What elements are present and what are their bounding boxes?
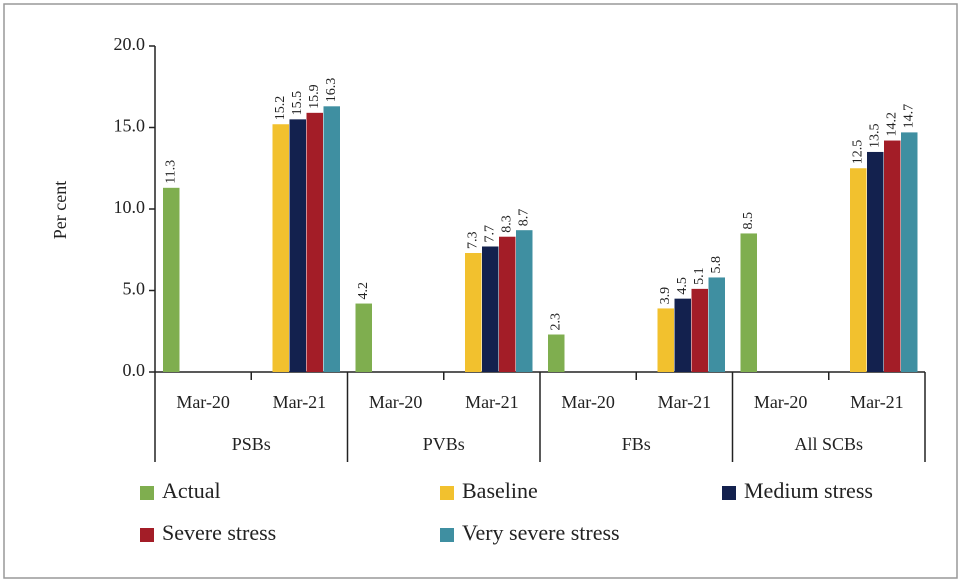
y-tick-label: 20.0 — [114, 34, 146, 54]
value-label: 15.9 — [307, 84, 322, 109]
y-tick-label: 0.0 — [123, 360, 146, 380]
value-label: 11.3 — [164, 160, 179, 184]
legend-swatch — [140, 486, 154, 500]
bar — [708, 277, 725, 372]
value-label: 15.5 — [290, 91, 305, 116]
bar — [306, 112, 323, 372]
group-label: FBs — [622, 434, 651, 454]
legend-label: Baseline — [462, 478, 538, 503]
value-label: 4.2 — [356, 282, 371, 300]
value-label: 15.2 — [273, 96, 288, 121]
x-tick-label: Mar-21 — [658, 392, 712, 412]
bar — [163, 187, 180, 372]
group-label: All SCBs — [794, 434, 863, 454]
bar — [674, 298, 691, 372]
x-tick-label: Mar-20 — [561, 392, 615, 412]
bar — [901, 132, 918, 372]
value-label: 5.1 — [692, 267, 707, 285]
bar — [499, 236, 516, 372]
value-label: 8.5 — [741, 212, 756, 230]
bar — [289, 119, 306, 372]
legend-label: Very severe stress — [462, 520, 620, 545]
group-label: PSBs — [232, 434, 271, 454]
bar — [850, 168, 867, 372]
legend-label: Severe stress — [162, 520, 276, 545]
x-tick-label: Mar-20 — [754, 392, 808, 412]
y-tick-label: 5.0 — [123, 279, 146, 299]
bar — [657, 308, 674, 372]
x-tick-label: Mar-21 — [273, 392, 327, 412]
legend-label: Actual — [162, 478, 221, 503]
value-label: 7.7 — [483, 225, 498, 243]
bar — [740, 233, 757, 372]
bar — [516, 230, 533, 372]
legend-swatch — [440, 486, 454, 500]
bar — [272, 124, 289, 373]
value-label: 2.3 — [549, 313, 564, 331]
bar — [482, 246, 499, 372]
x-tick-label: Mar-20 — [369, 392, 423, 412]
legend-swatch — [140, 528, 154, 542]
frame — [3, 3, 958, 579]
bar — [691, 288, 708, 372]
legend-label: Medium stress — [744, 478, 873, 503]
bar — [867, 151, 884, 372]
value-label: 4.5 — [675, 277, 690, 295]
x-tick-label: Mar-21 — [850, 392, 904, 412]
bar — [548, 334, 565, 372]
legend-swatch — [722, 486, 736, 500]
x-tick-label: Mar-21 — [465, 392, 519, 412]
value-label: 16.3 — [324, 78, 339, 103]
value-label: 8.3 — [500, 215, 515, 233]
group-label: PVBs — [423, 434, 465, 454]
bar — [323, 106, 340, 372]
bar — [355, 303, 372, 372]
value-label: 12.5 — [851, 140, 866, 165]
value-label: 8.7 — [517, 209, 532, 227]
value-label: 7.3 — [466, 232, 481, 250]
x-tick-label: Mar-20 — [176, 392, 230, 412]
bar — [884, 140, 901, 372]
value-label: 14.2 — [885, 112, 900, 137]
y-tick-label: 10.0 — [114, 197, 146, 217]
y-tick-label: 15.0 — [114, 116, 146, 136]
value-label: 5.8 — [709, 256, 724, 274]
value-label: 14.7 — [902, 104, 917, 129]
legend-swatch — [440, 528, 454, 542]
y-axis-label: Per cent — [50, 181, 70, 239]
value-label: 3.9 — [658, 287, 673, 305]
value-label: 13.5 — [868, 123, 883, 148]
bar — [465, 253, 482, 372]
